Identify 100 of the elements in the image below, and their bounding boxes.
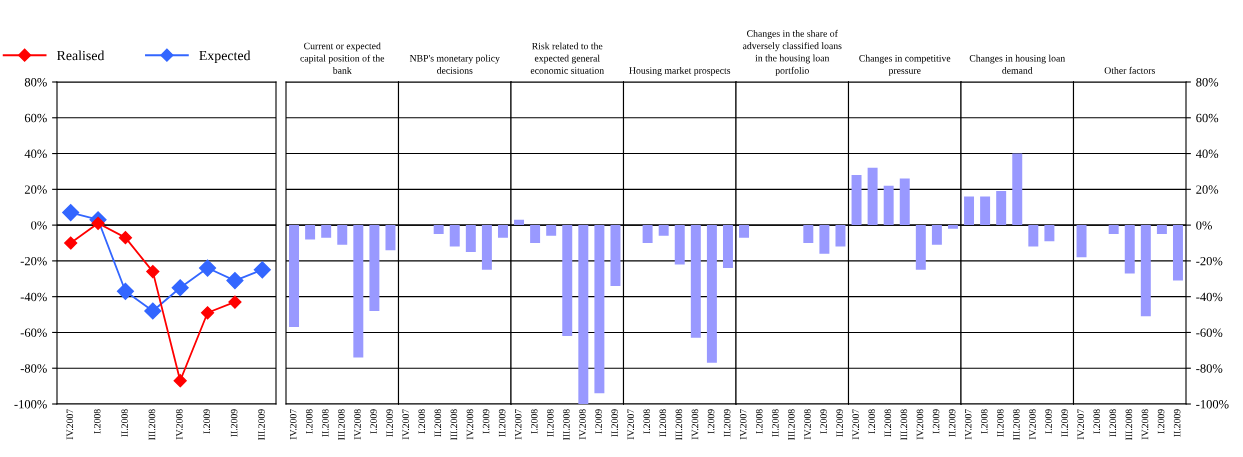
x-tick-label: IV.2007 bbox=[739, 409, 747, 440]
y-tick-label: 40% bbox=[1195, 149, 1219, 159]
bar bbox=[899, 178, 910, 226]
bar bbox=[1028, 225, 1039, 247]
y-tick-label: -40% bbox=[20, 292, 47, 302]
point bbox=[228, 295, 242, 309]
x-tick-label: I.2008 bbox=[643, 409, 651, 434]
point bbox=[199, 259, 217, 277]
x-tick-label: IV.2008 bbox=[691, 409, 699, 440]
x-tick-label: IV.2008 bbox=[579, 409, 586, 440]
x-tick-label: II.2008 bbox=[322, 409, 329, 437]
x-tick-label: IV.2007 bbox=[289, 409, 297, 440]
y-tick-label: 0% bbox=[1196, 221, 1212, 230]
y-tick-label: 80% bbox=[1196, 78, 1219, 87]
x-tick-label: II.2008 bbox=[997, 409, 1004, 437]
x-tick-label: I.2008 bbox=[1093, 409, 1101, 434]
chart-title: Housing market prospects bbox=[629, 66, 731, 76]
legend-label: Expected bbox=[199, 50, 251, 64]
x-tick-label: I.2009 bbox=[1157, 409, 1165, 434]
y-tick-label: -40% bbox=[1196, 292, 1223, 302]
bar bbox=[1044, 225, 1055, 242]
y-tick-label: -80% bbox=[1196, 364, 1223, 373]
point bbox=[173, 374, 187, 388]
bar bbox=[867, 167, 878, 226]
point bbox=[64, 236, 78, 250]
bar bbox=[1012, 153, 1023, 226]
x-tick-label: IV.2007 bbox=[66, 409, 74, 440]
y-tick-label: 80% bbox=[24, 78, 47, 87]
x-tick-label: II.2008 bbox=[1109, 409, 1117, 437]
x-tick-label: IV.2007 bbox=[964, 409, 972, 440]
x-tick-label: I.2009 bbox=[932, 409, 940, 434]
x-tick-label: I.2009 bbox=[1045, 409, 1052, 434]
x-tick-label: I.2008 bbox=[868, 409, 876, 434]
x-tick-label: I.2008 bbox=[93, 409, 101, 434]
x-tick-label: II.2008 bbox=[884, 409, 892, 437]
chart-title: Other factors bbox=[1104, 66, 1155, 74]
y-tick-label: -60% bbox=[20, 328, 47, 337]
chart-title: Changes in competitive pressure bbox=[859, 54, 951, 76]
point bbox=[144, 302, 162, 320]
y-tick-label: 20% bbox=[1196, 185, 1219, 194]
x-tick-label: III.2009 bbox=[258, 409, 265, 441]
x-tick-label: I.2009 bbox=[370, 409, 377, 434]
chart-title: NBP's monetary policy decisions bbox=[409, 54, 500, 74]
x-tick-label: III.2008 bbox=[338, 409, 345, 441]
x-tick-label: II.2008 bbox=[772, 409, 779, 437]
x-tick-label: II.2008 bbox=[434, 409, 442, 437]
y-tick-label: -80% bbox=[20, 364, 47, 373]
bar bbox=[915, 225, 926, 270]
x-tick-label: III.2008 bbox=[1125, 409, 1133, 441]
x-tick-label: IV.2007 bbox=[514, 409, 522, 440]
x-tick-label: IV.2007 bbox=[852, 409, 860, 440]
x-tick-label: I.2009 bbox=[482, 409, 490, 434]
chart-title: Risk related to the expected general economic situation bbox=[530, 42, 604, 74]
bar bbox=[947, 225, 958, 229]
point bbox=[171, 279, 189, 297]
y-tick-label: -100% bbox=[14, 400, 47, 409]
x-tick-label: III.2008 bbox=[788, 409, 795, 441]
x-tick-label: II.2008 bbox=[659, 409, 667, 437]
x-tick-label: I.2008 bbox=[530, 409, 538, 434]
bar bbox=[883, 185, 894, 226]
x-tick-label: III.2008 bbox=[675, 409, 683, 441]
point bbox=[116, 282, 134, 300]
x-tick-label: III.2008 bbox=[450, 409, 458, 441]
x-tick-label: I.2008 bbox=[305, 409, 313, 434]
x-tick-label: I.2009 bbox=[820, 409, 827, 434]
x-tick-label: III.2008 bbox=[148, 409, 156, 441]
y-tick-label: -100% bbox=[1196, 400, 1229, 409]
x-tick-label: I.2008 bbox=[418, 409, 426, 434]
x-tick-label: I.2009 bbox=[203, 409, 211, 434]
x-tick-label: II.2009 bbox=[948, 409, 956, 437]
x-tick-label: IV.2008 bbox=[176, 409, 183, 440]
x-tick-label: II.2009 bbox=[723, 409, 731, 437]
legend-label: Realised bbox=[56, 50, 105, 61]
y-tick-label: -20% bbox=[1196, 256, 1223, 266]
chart-title: Changes in housing loan demand bbox=[969, 54, 1066, 74]
x-tick-label: IV.2007 bbox=[627, 409, 635, 440]
x-tick-label: II.2009 bbox=[230, 409, 238, 437]
x-tick-label: II.2008 bbox=[121, 409, 128, 437]
y-tick-label: -60% bbox=[1196, 328, 1223, 337]
point bbox=[118, 231, 133, 245]
point bbox=[200, 306, 215, 320]
bar bbox=[980, 196, 991, 226]
x-tick-label: I.2009 bbox=[595, 409, 602, 434]
chart-title: Changes in the share of adversely classified loans in the housing loan portfolio bbox=[742, 29, 842, 76]
x-tick-label: I.2009 bbox=[707, 409, 715, 434]
bar bbox=[996, 191, 1007, 226]
bar bbox=[964, 196, 975, 226]
x-tick-label: III.2008 bbox=[563, 409, 570, 441]
x-tick-label: IV.2008 bbox=[466, 409, 474, 440]
point bbox=[62, 204, 80, 222]
y-tick-label: -20% bbox=[20, 256, 47, 266]
y-tick-label: 20% bbox=[24, 185, 47, 194]
x-tick-label: IV.2008 bbox=[354, 409, 361, 440]
chart-title: Current or expected capital position of the bank bbox=[300, 42, 385, 74]
x-tick-label: III.2008 bbox=[1013, 409, 1020, 441]
y-tick-label: 0% bbox=[31, 221, 47, 230]
x-tick-label: II.2008 bbox=[547, 409, 554, 437]
x-tick-label: IV.2008 bbox=[1029, 409, 1036, 440]
y-tick-label: 40% bbox=[24, 149, 47, 159]
x-tick-label: IV.2008 bbox=[916, 409, 924, 440]
